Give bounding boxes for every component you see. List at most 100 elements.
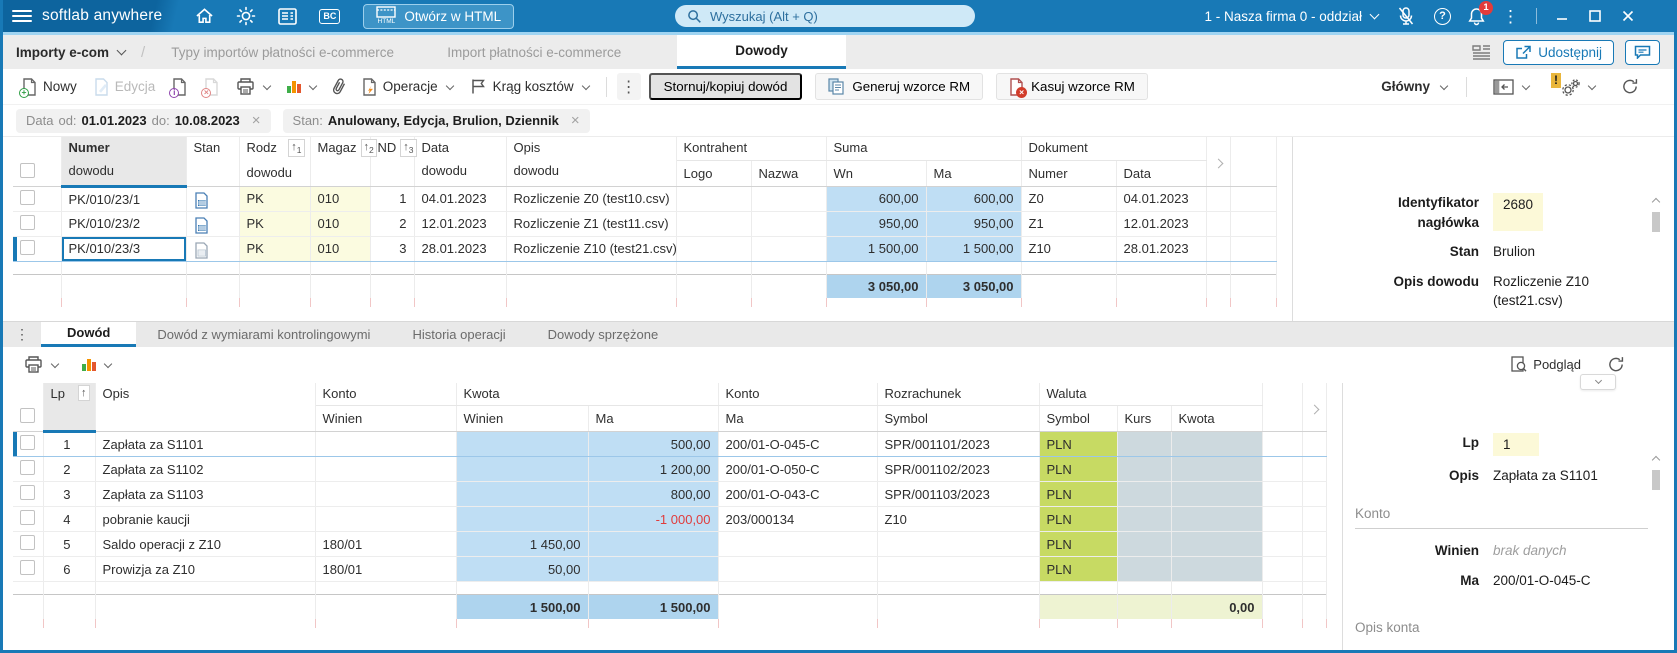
column-group-konto-ma[interactable]: Konto (718, 382, 878, 407)
cell-konto-winien[interactable] (315, 456, 457, 483)
cell-kwota-ma[interactable]: 1 200,00 (588, 456, 719, 483)
cell-opis[interactable]: Saldo operacji z Z10 (95, 531, 316, 558)
cell-konto-ma[interactable]: 200/01-O-045-C (718, 431, 878, 458)
row-checkbox[interactable] (20, 560, 35, 576)
cell-ma[interactable]: 1 500,00 (926, 235, 1022, 262)
cell-kwota-winien[interactable]: 50,00 (456, 556, 589, 583)
cell-lp[interactable]: 6 (43, 556, 96, 583)
column-header-data-dowodu[interactable]: Data dowodu (414, 137, 507, 187)
grid-expander[interactable] (1206, 137, 1231, 187)
scrollbar-thumb[interactable] (1651, 212, 1660, 232)
detail-refresh-button[interactable] (1600, 351, 1632, 379)
panel-scrollbar[interactable] (1651, 455, 1660, 490)
column-header-magaz[interactable]: Magaz2 (310, 137, 377, 187)
cell-kwota-ma-negative[interactable]: -1 000,00 (588, 506, 719, 533)
cell-kurs[interactable] (1117, 556, 1172, 583)
sort-asc-3-icon[interactable]: 3 (400, 139, 417, 157)
delete-rm-templates-button[interactable]: × Kasuj wzorce RM (996, 73, 1148, 100)
cell-kwota-ma[interactable]: 500,00 (588, 431, 719, 458)
row-checkbox[interactable] (20, 460, 35, 476)
column-group-suma[interactable]: Suma (826, 137, 1022, 161)
cell-opis[interactable]: Rozliczenie Z1 (test11.csv) (506, 211, 677, 237)
cell-lp[interactable]: 3 (43, 481, 96, 508)
cell-logo[interactable] (676, 186, 752, 212)
page-layout-icon[interactable] (1471, 44, 1492, 61)
column-group-konto-winien[interactable]: Konto (315, 382, 457, 407)
row-checkbox[interactable] (20, 510, 35, 526)
column-header-stan[interactable]: Stan (186, 137, 240, 187)
generate-rm-templates-button[interactable]: Generuj wzorce RM (815, 73, 984, 100)
column-header-waluta-symbol[interactable]: Symbol (1039, 405, 1118, 433)
refresh-button[interactable] (1614, 73, 1646, 101)
microphone-off-icon[interactable] (1397, 6, 1415, 26)
cell-dok-numer[interactable]: Z10 (1021, 235, 1117, 262)
cell-waluta-symbol[interactable]: PLN (1039, 431, 1118, 458)
cell-stan[interactable] (186, 211, 240, 237)
close-button[interactable] (1622, 10, 1634, 22)
column-header-logo[interactable]: Logo (676, 160, 752, 187)
scroll-up-icon[interactable] (1651, 455, 1660, 465)
cell-waluta-symbol[interactable]: PLN (1039, 531, 1118, 558)
row-select-cell[interactable] (13, 431, 44, 458)
cell-rodz[interactable]: PK (239, 211, 311, 237)
cell-kwota-ma[interactable] (588, 556, 719, 583)
cell-dok-data[interactable]: 28.01.2023 (1116, 235, 1207, 262)
cell-kwota-winien[interactable] (456, 506, 589, 533)
column-header-dok-numer[interactable]: Numer (1021, 160, 1117, 187)
cell-data[interactable]: 28.01.2023 (414, 235, 507, 262)
column-header-konto-winien[interactable]: Winien (315, 405, 457, 433)
tab-import-platnosci[interactable]: Import płatności e-commerce (429, 35, 668, 69)
column-header-kwota-winien[interactable]: Winien (456, 405, 589, 433)
help-icon[interactable] (1434, 7, 1451, 25)
cell-logo[interactable] (676, 235, 752, 262)
cell-kwota-winien[interactable]: 1 450,00 (456, 531, 589, 558)
cell-kurs[interactable] (1117, 506, 1172, 533)
cell-rozrachunek[interactable] (877, 531, 1040, 558)
maximize-button[interactable] (1589, 10, 1601, 22)
column-header-kwota-ma[interactable]: Ma (588, 405, 719, 433)
select-all-header[interactable] (13, 137, 62, 187)
cell-stan[interactable] (186, 186, 240, 212)
cell-dok-numer[interactable]: Z0 (1021, 186, 1117, 212)
news-icon[interactable] (278, 7, 298, 25)
cell-konto-winien[interactable] (315, 506, 457, 533)
collapse-panel-pill[interactable] (1580, 373, 1616, 390)
company-selector[interactable]: 1 - Nasza firma 0 - oddział (1204, 9, 1380, 24)
cell-nd[interactable]: 3 (370, 235, 415, 262)
column-header-opis-dowodu[interactable]: Opis dowodu (506, 137, 677, 187)
feedback-comment-button[interactable] (1625, 39, 1660, 65)
hamburger-menu-icon[interactable] (12, 9, 32, 23)
cell-kwota-winien[interactable] (456, 481, 589, 508)
cell-nd[interactable]: 2 (370, 211, 415, 237)
cell-kwota-winien[interactable] (456, 431, 589, 458)
column-header-waluta-kwota[interactable]: Kwota (1171, 405, 1263, 433)
cell-opis[interactable]: Prowizja za Z10 (95, 556, 316, 583)
cell-magaz[interactable]: 010 (310, 235, 371, 262)
table-row[interactable]: 5 Saldo operacji z Z10 180/01 1 450,00 P… (13, 531, 1327, 558)
scrollbar-thumb[interactable] (1651, 469, 1660, 490)
cell-konto-ma[interactable] (718, 556, 878, 583)
column-header-konto-ma[interactable]: Ma (718, 405, 878, 433)
cell-konto-ma[interactable] (718, 531, 878, 558)
new-button[interactable]: + Nowy (15, 73, 84, 101)
remove-filter-icon[interactable] (571, 113, 580, 128)
sort-asc-1-icon[interactable]: 1 (288, 139, 305, 157)
cell-opis[interactable]: Rozliczenie Z10 (test21.csv) (506, 235, 677, 262)
cell-konto-winien[interactable]: 180/01 (315, 556, 457, 583)
cell-opis[interactable]: Rozliczenie Z0 (test10.csv) (506, 186, 677, 212)
cell-numer[interactable]: PK/010/23/1 (61, 186, 187, 212)
cell-waluta-symbol[interactable]: PLN (1039, 456, 1118, 483)
cell-waluta-symbol[interactable]: PLN (1039, 481, 1118, 508)
preview-button[interactable]: Podgląd (1504, 351, 1588, 379)
theme-brightness-icon[interactable] (236, 6, 256, 26)
row-checkbox[interactable] (20, 189, 35, 205)
filter-chip-data[interactable]: Data od: 01.01.2023 do: 10.08.2023 (16, 108, 271, 133)
settings-dropdown-button[interactable]: ! (1548, 72, 1602, 101)
cell-numer-focused[interactable]: PK/010/23/3 (61, 235, 187, 262)
row-select-cell[interactable] (13, 211, 62, 237)
cell-konto-winien[interactable]: 180/01 (315, 531, 457, 558)
column-header-numer-dowodu[interactable]: Numer dowodu (61, 137, 187, 188)
row-checkbox[interactable] (20, 214, 35, 230)
cell-waluta-kwota[interactable] (1171, 481, 1263, 508)
cell-rozrachunek[interactable]: SPR/001102/2023 (877, 456, 1040, 483)
